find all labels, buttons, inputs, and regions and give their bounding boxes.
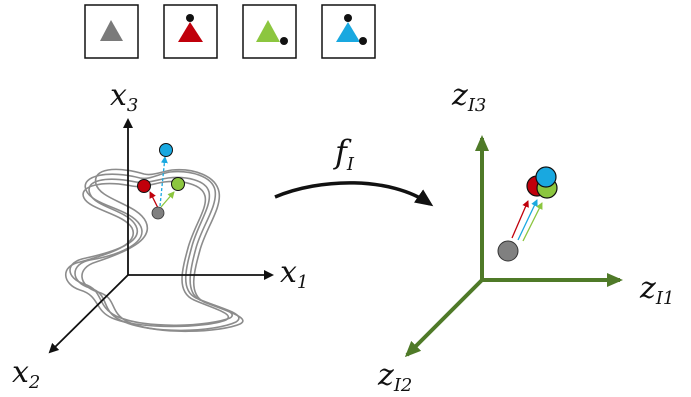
x2-axis: [48, 274, 129, 354]
mapping: fI: [274, 133, 434, 207]
manifold-curve: [64, 168, 244, 333]
green-arrow: [160, 191, 175, 208]
gray-triangle-icon: [100, 20, 123, 41]
green-point: [171, 177, 185, 191]
blue-triangle-icon: [336, 22, 360, 42]
red-arrow: [149, 191, 159, 209]
mapping-arrow: [274, 181, 434, 207]
blue-arrow: [159, 156, 168, 207]
green-arrow: [522, 202, 543, 242]
z1-label: zI1: [639, 271, 674, 309]
blue-point: [159, 143, 173, 157]
mapping-label: fI: [333, 133, 355, 175]
green-triangle-icon: [256, 20, 280, 42]
red-point: [137, 179, 151, 193]
x1-label: x1: [280, 255, 308, 293]
x2-label: x2: [12, 355, 40, 393]
red-arrow: [511, 200, 529, 239]
legend-item-blue: [321, 4, 376, 59]
legend: [84, 4, 376, 59]
x3-label: x3: [110, 78, 138, 116]
z3-label: zI3: [451, 78, 486, 116]
red-triangle-icon: [178, 22, 203, 42]
z2-axis: [404, 278, 484, 358]
right-dot-icon: [280, 37, 288, 45]
top-dot-icon: [186, 14, 194, 22]
legend-item-red: [163, 4, 218, 59]
legend-item-green: [242, 4, 297, 59]
top-dot-icon: [344, 14, 352, 22]
gray-point: [497, 240, 519, 262]
input-space: x3 x1 x2: [12, 78, 308, 393]
blue-point: [535, 166, 557, 188]
z2-label: zI2: [377, 358, 412, 396]
latent-space: zI3 zI1 zI2: [377, 78, 674, 396]
gray-point: [151, 206, 165, 220]
blue-arrow: [517, 199, 538, 241]
legend-item-gray: [84, 4, 139, 59]
right-dot-icon: [359, 37, 367, 45]
